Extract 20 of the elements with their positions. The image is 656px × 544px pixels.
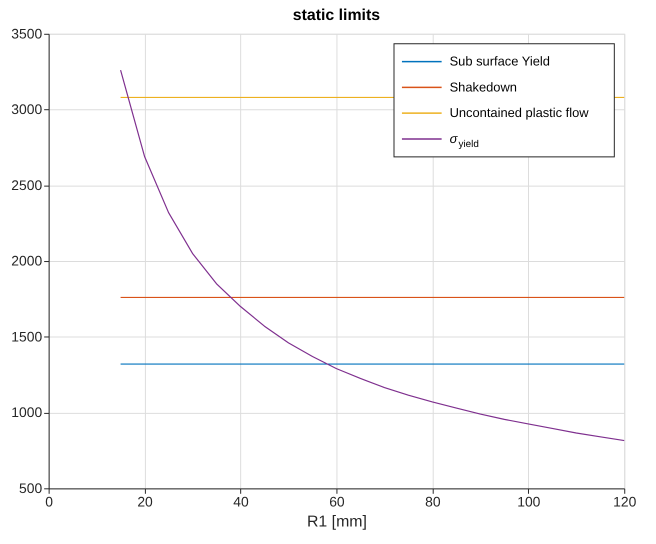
x-tick-label: 40 bbox=[233, 494, 249, 510]
y-tick-label: 1000 bbox=[11, 404, 42, 420]
y-tick-label: 1500 bbox=[11, 328, 42, 344]
line-series bbox=[120, 70, 625, 442]
y-tick-label: 2500 bbox=[11, 176, 42, 193]
x-tick-label: 0 bbox=[45, 494, 54, 510]
legend-label: Uncontained plastic flow bbox=[450, 105, 590, 120]
x-tick-label: 120 bbox=[613, 494, 637, 510]
legend-label: Shakedown bbox=[450, 79, 517, 94]
y-tick-label: 500 bbox=[19, 480, 42, 496]
y-tick-label: 2000 bbox=[11, 252, 42, 269]
y-tick-label: 3000 bbox=[11, 101, 42, 118]
x-tick-label: 80 bbox=[425, 494, 441, 510]
x-tick-label: 60 bbox=[329, 494, 345, 510]
legend-label: Sub surface Yield bbox=[450, 54, 550, 69]
y-tick-label: 3500 bbox=[11, 25, 42, 42]
x-tick-label: 20 bbox=[137, 494, 154, 510]
x-tick-label: 100 bbox=[517, 494, 541, 510]
x-axis-title: R1 [mm] bbox=[306, 514, 367, 531]
chart-title: static limits bbox=[292, 6, 380, 24]
